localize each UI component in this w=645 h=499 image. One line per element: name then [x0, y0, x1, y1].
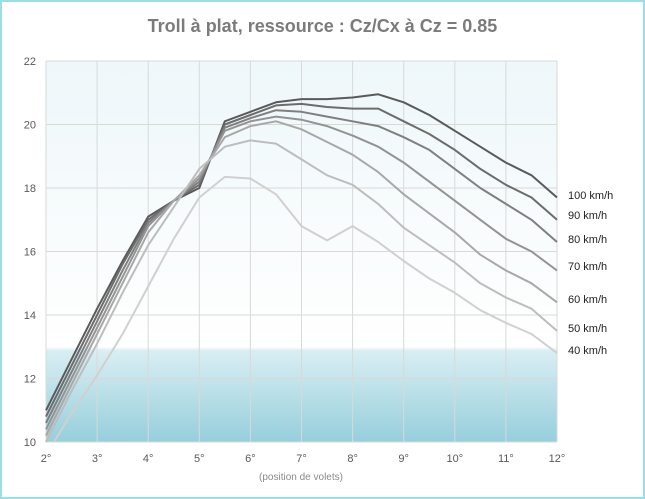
x-tick-label: 3° [92, 453, 103, 465]
x-tick-label: 9° [398, 453, 409, 465]
series-line [45, 109, 558, 424]
series-label: 60 km/h [568, 294, 607, 306]
series-labels: 100 km/h 90 km/h 80 km/h 70 km/h 60 km/h 50 k… [568, 190, 613, 357]
y-axis-ticks: 10 12 14 16 18 20 22 [24, 56, 36, 449]
gridlines [45, 60, 558, 443]
series-label: 100 km/h [568, 190, 613, 202]
series-line [45, 102, 558, 418]
x-tick-label: 12° [549, 453, 566, 465]
series-line [45, 115, 558, 430]
x-tick-label: 2° [41, 453, 52, 465]
x-tick-label: 7° [296, 453, 307, 465]
x-tick-label: 6° [245, 453, 256, 465]
series-label: 90 km/h [568, 210, 607, 222]
y-tick-label: 10 [24, 437, 36, 449]
series-label: 80 km/h [568, 234, 607, 246]
y-tick-label: 20 [24, 120, 36, 132]
x-tick-label: 11° [498, 453, 514, 465]
x-axis-ticks: 2° 3° 4° 5° 6° 7° 8° 9° 10° 11° 12° [41, 453, 566, 465]
x-tick-label: 10° [446, 453, 463, 465]
series-line [45, 93, 558, 411]
x-tick-label: 5° [194, 453, 205, 465]
series-line [53, 175, 558, 443]
y-tick-label: 22 [24, 56, 36, 68]
series-line [45, 120, 558, 437]
y-tick-label: 16 [24, 247, 36, 259]
chart-title: Troll à plat, ressource : Cz/Cx à Cz = 0… [147, 16, 498, 36]
x-axis-label: (position de volets) [259, 472, 343, 483]
y-tick-label: 18 [24, 183, 36, 195]
y-tick-label: 14 [24, 310, 36, 322]
series-lines [45, 93, 558, 443]
series-line [45, 139, 558, 443]
series-label: 70 km/h [568, 261, 607, 273]
y-tick-label: 12 [24, 374, 36, 386]
series-label: 50 km/h [568, 323, 607, 335]
series-label: 40 km/h [568, 345, 607, 357]
x-tick-label: 4° [143, 453, 154, 465]
x-tick-label: 8° [347, 453, 358, 465]
